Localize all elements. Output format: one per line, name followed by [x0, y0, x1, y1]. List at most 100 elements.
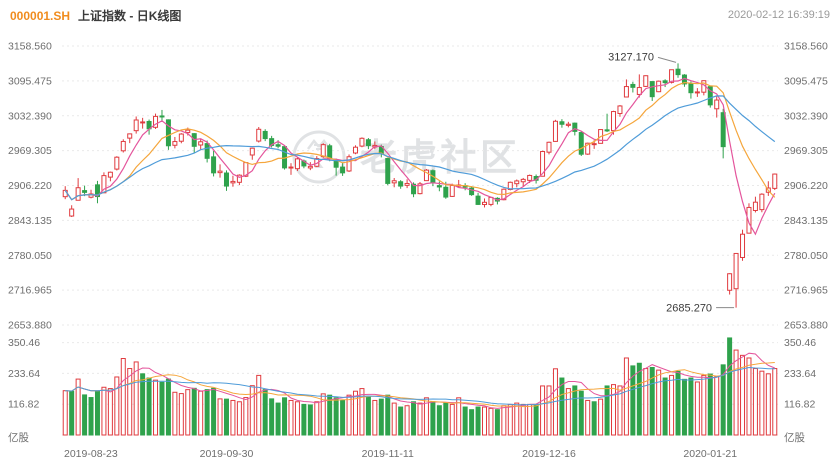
- volume-bar: [733, 349, 739, 436]
- volume-bar: [82, 394, 88, 436]
- volume-bar: [101, 386, 107, 436]
- stock-code: 000001.SH: [10, 8, 71, 23]
- candle-body: [288, 166, 294, 169]
- candle-body: [475, 195, 481, 205]
- candle-body: [153, 115, 159, 128]
- volume-bar: [681, 378, 687, 436]
- candle-body: [204, 143, 210, 159]
- volume-bar: [256, 374, 262, 436]
- volume-bar: [275, 402, 281, 436]
- volume-bar: [385, 394, 391, 436]
- volume-bar: [88, 397, 94, 436]
- volume-bar: [591, 401, 597, 436]
- price-axis-label-right: 2906.220: [784, 180, 828, 192]
- volume-unit-right: 亿股: [784, 431, 805, 444]
- volume-bar: [120, 358, 126, 436]
- volume-axis-label-left: 233.64: [8, 368, 40, 380]
- volume-bar: [404, 405, 410, 436]
- candle-body: [772, 173, 778, 189]
- volume-bar: [333, 397, 339, 436]
- candle-body: [198, 141, 204, 146]
- candle-body: [572, 122, 578, 132]
- volume-bar: [469, 409, 475, 436]
- price-axis-label-left: 3095.475: [8, 75, 52, 87]
- price-axis-label-left: 2906.220: [8, 180, 52, 192]
- volume-bar: [301, 403, 307, 436]
- candle-body: [591, 143, 597, 146]
- price-axis-label-left: 2653.880: [8, 320, 52, 332]
- volume-bar: [346, 394, 352, 436]
- volume-bar: [462, 406, 468, 436]
- volume-bar: [611, 384, 617, 436]
- candle-body: [752, 201, 758, 211]
- candle-body: [275, 144, 281, 147]
- candle-body: [69, 208, 75, 217]
- chart-timestamp: 2020-02-12 16:39:19: [727, 9, 830, 21]
- price-axis-label-right: 2843.135: [784, 215, 828, 227]
- candle-body: [565, 123, 571, 126]
- candle-body: [417, 183, 423, 195]
- volume-bar: [372, 399, 378, 436]
- volume-bar: [288, 399, 294, 436]
- candle-body: [714, 99, 720, 110]
- volume-bar: [649, 366, 655, 436]
- candle-body: [178, 133, 184, 142]
- volume-bar: [165, 378, 171, 436]
- candle-body: [617, 105, 623, 115]
- candle-body: [398, 181, 404, 187]
- candle-body: [578, 132, 584, 155]
- candle-body: [552, 120, 558, 142]
- price-ma5-line: [64, 77, 776, 236]
- volume-bar: [114, 376, 120, 436]
- volume-unit-left: 亿股: [8, 431, 29, 444]
- price-axis-label-left: 2843.135: [8, 215, 52, 227]
- volume-bar: [359, 388, 365, 436]
- volume-bar: [630, 365, 636, 436]
- volume-bar: [352, 390, 358, 436]
- candle-body: [643, 75, 649, 87]
- volume-bar: [636, 362, 642, 436]
- volume-bar: [127, 368, 133, 436]
- volume-axis-label-right: 233.64: [784, 368, 816, 380]
- candle-body: [236, 174, 242, 183]
- volume-bar: [740, 354, 746, 436]
- x-axis-label: 2020-01-21: [683, 448, 737, 460]
- volume-bar: [772, 368, 778, 436]
- volume-bar: [146, 377, 152, 436]
- volume-bar: [669, 374, 675, 436]
- price-axis-label-left: 3032.390: [8, 110, 52, 122]
- candle-body: [623, 86, 629, 98]
- volume-bar: [585, 399, 591, 436]
- volume-bar: [236, 401, 242, 436]
- volume-bar: [675, 370, 681, 436]
- price-axis-label-left: 3158.560: [8, 41, 52, 53]
- volume-bar: [198, 390, 204, 436]
- volume-bar: [230, 399, 236, 436]
- candle-body: [733, 252, 739, 290]
- candle-body: [423, 169, 429, 182]
- volume-bar: [153, 379, 159, 436]
- candle-body: [746, 206, 752, 234]
- price-axis-label-right: 2969.305: [784, 145, 828, 157]
- price-axis-label-left: 2780.050: [8, 250, 52, 262]
- volume-bar: [140, 373, 146, 436]
- header-left: 000001.SH 上证指数 - 日K线图: [10, 7, 181, 24]
- candle-body: [694, 91, 700, 94]
- candle-body: [185, 129, 191, 134]
- volume-axis-label-right: 116.82: [784, 399, 815, 411]
- candle-body: [294, 158, 300, 170]
- price-ma20-line: [64, 95, 776, 201]
- volume-bar: [107, 388, 113, 436]
- candle-body: [385, 158, 391, 184]
- candle-body: [520, 178, 526, 183]
- volume-bar: [159, 381, 165, 436]
- candle-body: [488, 196, 494, 205]
- volume-bar: [752, 368, 758, 436]
- candle-body: [662, 80, 668, 84]
- candle-body: [404, 182, 410, 186]
- candle-body: [391, 180, 397, 184]
- volume-bar: [546, 385, 552, 436]
- price-axis-label-right: 2780.050: [784, 250, 828, 262]
- volume-bar: [243, 397, 249, 436]
